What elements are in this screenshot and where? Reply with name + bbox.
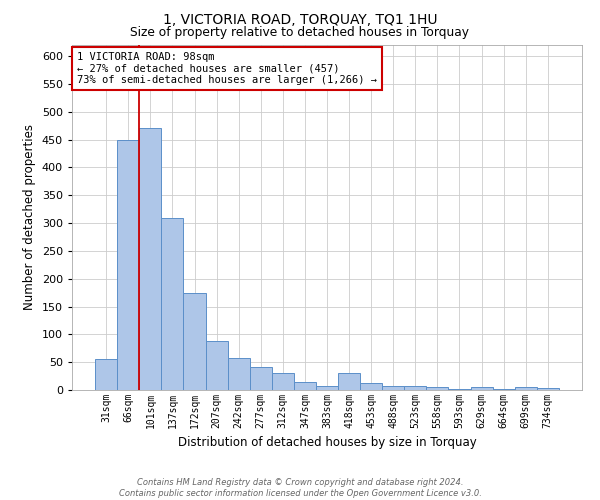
Bar: [294, 382, 316, 390]
Bar: [206, 341, 227, 390]
Bar: [95, 360, 117, 390]
Bar: [316, 386, 338, 390]
Bar: [139, 128, 161, 390]
Bar: [448, 389, 470, 390]
Bar: [360, 383, 382, 390]
Bar: [470, 386, 493, 390]
Y-axis label: Number of detached properties: Number of detached properties: [23, 124, 36, 310]
Bar: [250, 366, 272, 390]
Text: 1, VICTORIA ROAD, TORQUAY, TQ1 1HU: 1, VICTORIA ROAD, TORQUAY, TQ1 1HU: [163, 12, 437, 26]
Bar: [184, 292, 206, 390]
Bar: [227, 358, 250, 390]
Bar: [515, 387, 537, 390]
Bar: [338, 374, 360, 390]
Bar: [161, 218, 184, 390]
Bar: [427, 387, 448, 390]
Text: 1 VICTORIA ROAD: 98sqm
← 27% of detached houses are smaller (457)
73% of semi-de: 1 VICTORIA ROAD: 98sqm ← 27% of detached…: [77, 52, 377, 85]
Bar: [404, 386, 427, 390]
Bar: [382, 386, 404, 390]
X-axis label: Distribution of detached houses by size in Torquay: Distribution of detached houses by size …: [178, 436, 476, 450]
Bar: [117, 140, 139, 390]
Bar: [537, 388, 559, 390]
Bar: [272, 374, 294, 390]
Text: Size of property relative to detached houses in Torquay: Size of property relative to detached ho…: [131, 26, 470, 39]
Text: Contains HM Land Registry data © Crown copyright and database right 2024.
Contai: Contains HM Land Registry data © Crown c…: [119, 478, 481, 498]
